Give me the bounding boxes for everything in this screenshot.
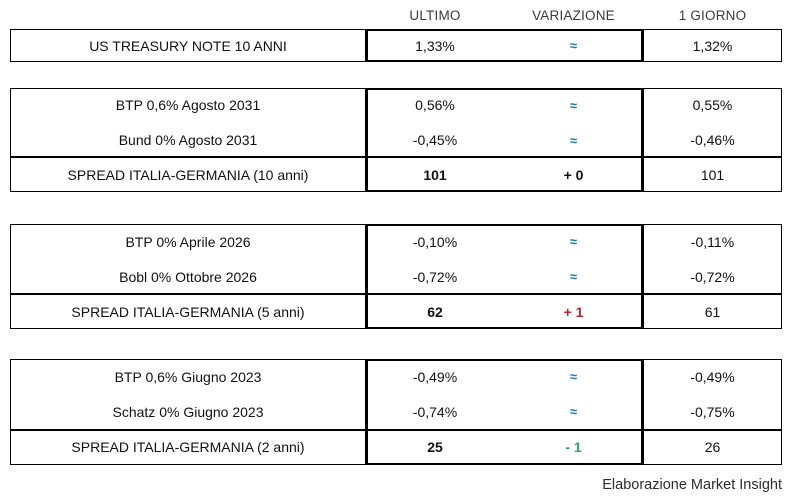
instrument-label: Bobl 0% Ottobre 2026 <box>119 268 257 285</box>
instrument-label: BTP 0% Aprile 2026 <box>125 233 251 250</box>
variazione-value: ≈ <box>569 38 578 53</box>
giorno-value: -0,72% <box>690 268 735 285</box>
spread-separator-line <box>10 156 782 159</box>
section-spread-10-anni: BTP 0,6% Agosto 2031 0,56% ≈ 0,55% Bund … <box>0 88 794 192</box>
table-row: Schatz 0% Giugno 2023 -0,74% ≈ -0,75% <box>10 394 782 429</box>
ultimo-variazione-box <box>366 224 643 329</box>
section-spread-5-anni: BTP 0% Aprile 2026 -0,10% ≈ -0,11% Bobl … <box>0 224 794 329</box>
variazione-value: ≈ <box>569 132 578 148</box>
variazione-value: ≈ <box>569 234 578 249</box>
variazione-value: + 1 <box>563 303 584 320</box>
spread-row: SPREAD ITALIA-GERMANIA (2 anni) 25 - 1 2… <box>10 430 782 465</box>
variazione-value: + 0 <box>563 166 584 183</box>
ultimo-variazione-box <box>366 359 643 465</box>
instrument-label: US TREASURY NOTE 10 ANNI <box>89 37 287 54</box>
label-box <box>10 29 366 62</box>
table-row: BTP 0% Aprile 2026 -0,10% ≈ -0,11% <box>10 224 782 259</box>
table-row: Bobl 0% Ottobre 2026 -0,72% ≈ -0,72% <box>10 259 782 294</box>
giorno-value: 101 <box>700 166 725 183</box>
giorno-value: 26 <box>704 439 721 456</box>
column-header-ultimo: ULTIMO <box>409 8 461 23</box>
label-box <box>10 224 366 329</box>
column-header-1-giorno: 1 GIORNO <box>678 8 747 23</box>
instrument-label: BTP 0,6% Agosto 2031 <box>115 97 261 114</box>
instrument-label: Bund 0% Agosto 2031 <box>118 132 258 148</box>
table-row: BTP 0,6% Agosto 2031 0,56% ≈ 0,55% <box>10 88 782 123</box>
label-box <box>10 88 366 192</box>
instrument-label: BTP 0,6% Giugno 2023 <box>114 368 262 385</box>
table-row: Bund 0% Agosto 2031 -0,45% ≈ -0,46% <box>10 123 782 158</box>
spread-row: SPREAD ITALIA-GERMANIA (5 anni) 62 + 1 6… <box>10 294 782 329</box>
instrument-label: Schatz 0% Giugno 2023 <box>112 403 264 420</box>
variazione-value: ≈ <box>569 97 578 113</box>
giorno-value: -0,49% <box>690 368 735 385</box>
giorno-value: 61 <box>704 303 721 320</box>
section-us-treasury: US TREASURY NOTE 10 ANNI 1,33% ≈ 1,32% <box>0 29 794 62</box>
giorno-box <box>643 359 782 465</box>
ultimo-variazione-box <box>366 29 643 62</box>
variazione-value: - 1 <box>565 439 582 456</box>
ultimo-variazione-box <box>366 88 643 192</box>
label-box <box>10 359 366 465</box>
spread-label: SPREAD ITALIA-GERMANIA (5 anni) <box>71 303 305 320</box>
giorno-value: 1,32% <box>692 37 733 54</box>
ultimo-value: -0,45% <box>412 132 458 148</box>
ultimo-value: 0,56% <box>415 97 455 114</box>
giorno-box <box>643 88 782 192</box>
ultimo-value: -0,10% <box>412 233 458 250</box>
giorno-value: -0,46% <box>690 132 735 148</box>
ultimo-value: 101 <box>423 166 447 183</box>
spread-row: SPREAD ITALIA-GERMANIA (10 anni) 101 + 0… <box>10 157 782 192</box>
ultimo-value: -0,49% <box>412 368 458 385</box>
table-row: US TREASURY NOTE 10 ANNI 1,33% ≈ 1,32% <box>10 29 782 62</box>
spread-label: SPREAD ITALIA-GERMANIA (2 anni) <box>71 439 305 456</box>
variazione-value: ≈ <box>569 404 578 420</box>
spread-separator-line <box>10 293 782 296</box>
ultimo-value: -0,74% <box>412 403 458 420</box>
section-spread-2-anni: BTP 0,6% Giugno 2023 -0,49% ≈ -0,49% Sch… <box>0 359 794 465</box>
spread-label: SPREAD ITALIA-GERMANIA (10 anni) <box>67 166 309 183</box>
column-header-variazione: VARIAZIONE <box>532 8 615 23</box>
giorno-box <box>643 224 782 329</box>
variazione-value: ≈ <box>569 369 578 385</box>
giorno-value: -0,75% <box>690 403 735 420</box>
spread-separator-line <box>10 428 782 431</box>
ultimo-value: 25 <box>427 439 443 456</box>
source-credit: Elaborazione Market Insight <box>602 477 782 493</box>
ultimo-value: 1,33% <box>415 37 455 54</box>
giorno-box <box>643 29 782 62</box>
table-row: BTP 0,6% Giugno 2023 -0,49% ≈ -0,49% <box>10 359 782 394</box>
ultimo-value: 62 <box>427 303 443 320</box>
giorno-value: 0,55% <box>692 97 733 114</box>
giorno-value: -0,11% <box>690 233 735 250</box>
variazione-value: ≈ <box>569 269 578 284</box>
ultimo-value: -0,72% <box>412 268 458 285</box>
